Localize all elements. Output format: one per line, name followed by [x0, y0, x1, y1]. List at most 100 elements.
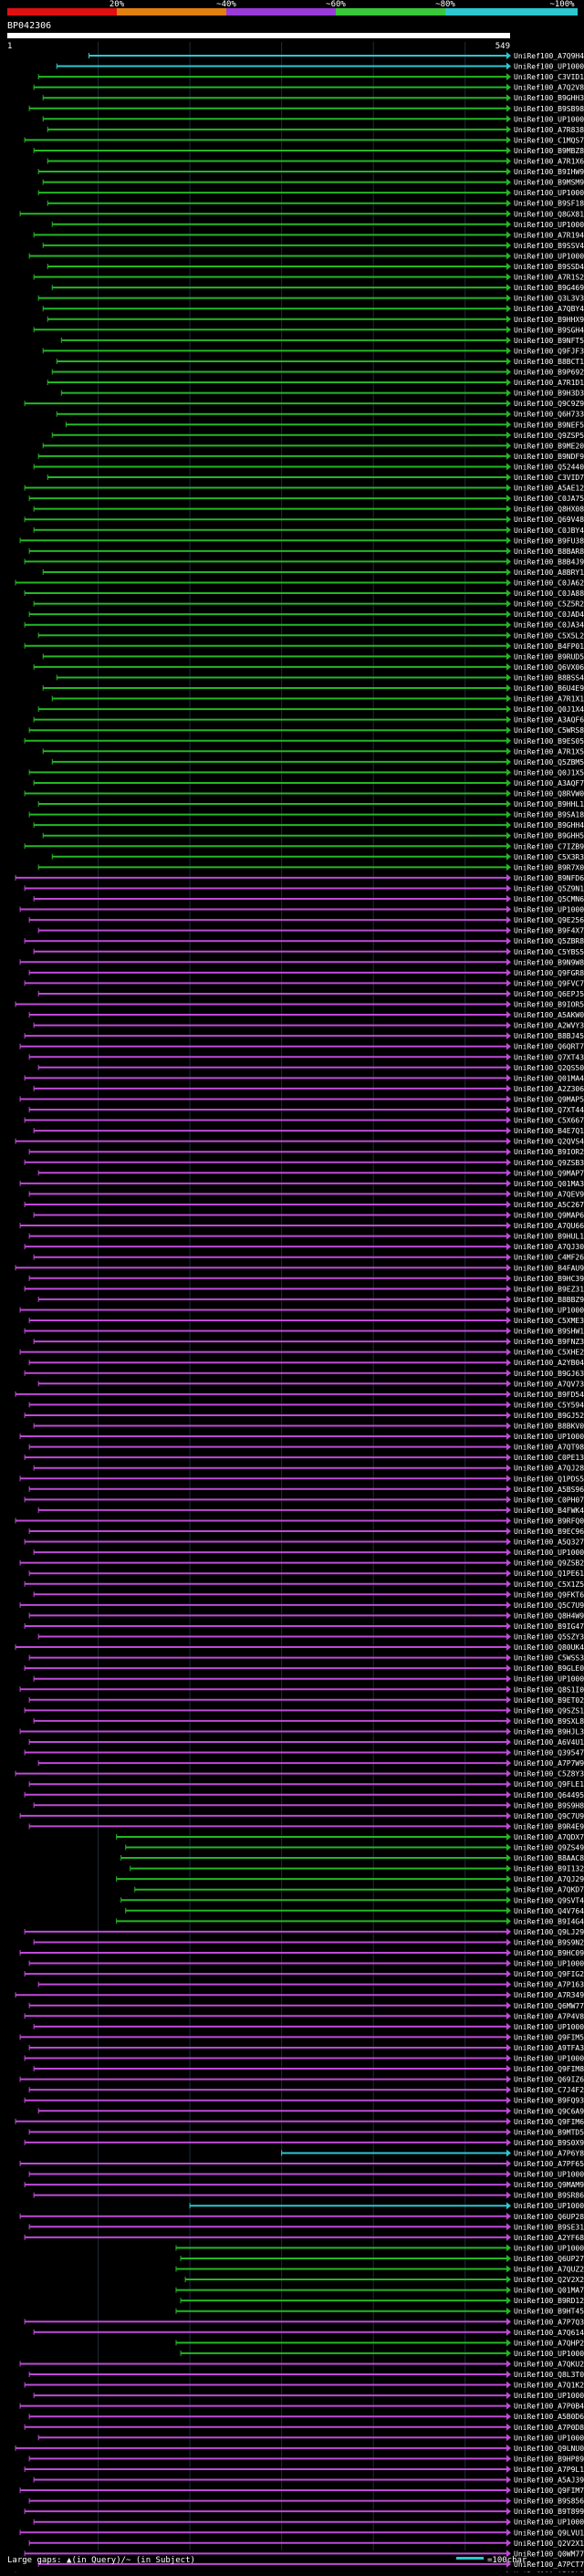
hit-label[interactable]: UniRef100_Q52440: [514, 463, 584, 471]
hit-label[interactable]: UniRef100_A2Z306: [514, 1085, 584, 1093]
hit-label[interactable]: UniRef100_B4FWK4: [514, 1507, 584, 1515]
hit-label[interactable]: UniRef100_Q5C7U9: [514, 1601, 584, 1610]
hit-label[interactable]: UniRef100_Q9FIM6: [514, 2118, 584, 2126]
hit-label[interactable]: UniRef100_A7QJ28: [514, 1465, 584, 1473]
hit-label[interactable]: UniRef100_A3AQF6: [514, 716, 584, 725]
hit-label[interactable]: UniRef100_A7Q1K2: [514, 2382, 584, 2390]
hit-label[interactable]: UniRef100_B9P692: [514, 369, 584, 377]
hit-label[interactable]: UniRef100_B8BCT1: [514, 358, 584, 366]
hit-row[interactable]: UniRef100_A7QUZ2: [175, 2265, 584, 2274]
hit-row[interactable]: UniRef100_UP1000...: [24, 2054, 584, 2063]
hit-row[interactable]: UniRef100_C3VID10: [37, 73, 584, 81]
hit-row[interactable]: UniRef100_Q01MA7: [175, 2286, 584, 2295]
hit-row[interactable]: UniRef100_A5AE12: [24, 484, 584, 493]
hit-label[interactable]: UniRef100_B9GJ63: [514, 1370, 584, 1378]
hit-label[interactable]: UniRef100_B9S0X9: [514, 2139, 584, 2147]
hit-label[interactable]: UniRef100_B8BKV0: [514, 1423, 584, 1431]
hit-row[interactable]: UniRef100_UP1000...: [28, 2170, 584, 2179]
hit-label[interactable]: UniRef100_C5YBS5: [514, 948, 584, 956]
hit-row[interactable]: UniRef100_A7R1X1: [51, 694, 584, 704]
hit-row[interactable]: UniRef100_B9SB98: [28, 104, 584, 113]
hit-row[interactable]: UniRef100_B9GJ52: [24, 1411, 584, 1420]
hit-row[interactable]: UniRef100_A7QT98: [28, 1443, 584, 1452]
hit-label[interactable]: UniRef100_C3VID10: [514, 73, 584, 81]
hit-row[interactable]: UniRef100_C7J4F2: [28, 2086, 584, 2094]
hit-label[interactable]: UniRef100_B9I4G4: [514, 1917, 584, 1925]
hit-row[interactable]: UniRef100_A3AQF6: [33, 715, 584, 725]
hit-label[interactable]: UniRef100_A8BRY1: [514, 568, 584, 577]
hit-label[interactable]: UniRef100_B9HT45: [514, 2308, 584, 2316]
hit-label[interactable]: UniRef100_Q69IZ6: [514, 2076, 584, 2084]
hit-row[interactable]: UniRef100_B6U4E9: [42, 684, 584, 693]
hit-row[interactable]: UniRef100_B9SXL8: [33, 1716, 584, 1726]
hit-row[interactable]: UniRef100_Q9SZS1: [24, 1706, 584, 1715]
hit-row[interactable]: UniRef100_B9P692: [51, 368, 584, 377]
hit-row[interactable]: UniRef100_Q1PDS5: [19, 1475, 584, 1483]
hit-label[interactable]: UniRef100_Q8GX81: [514, 210, 584, 218]
hit-row[interactable]: UniRef100_UP1000...: [42, 115, 584, 123]
hit-label[interactable]: UniRef100_Q9ZS49: [514, 1844, 584, 1852]
hit-label[interactable]: UniRef100_Q9SZS1: [514, 1706, 584, 1715]
hit-label[interactable]: UniRef100_B9SSD4: [514, 263, 584, 271]
hit-row[interactable]: UniRef100_B9NFT5: [60, 336, 584, 345]
hit-label[interactable]: UniRef100_Q64495: [514, 1791, 584, 1799]
hit-row[interactable]: UniRef100_Q2V2X2: [184, 2276, 584, 2284]
hit-label[interactable]: UniRef100_A5C267: [514, 1201, 584, 1209]
hit-label[interactable]: UniRef100_Q8L3T0: [514, 2371, 584, 2379]
hit-row[interactable]: UniRef100_Q9C7U9: [19, 1811, 584, 1820]
hit-row[interactable]: UniRef100_C5X1Z5: [24, 1580, 584, 1589]
hit-row[interactable]: UniRef100_B4FAU9: [15, 1264, 584, 1272]
hit-label[interactable]: UniRef100_B9FU38: [514, 537, 584, 545]
hit-label[interactable]: UniRef100_Q2V2X1: [514, 2539, 584, 2548]
hit-row[interactable]: UniRef100_UP1000...: [189, 2202, 584, 2210]
hit-row[interactable]: UniRef100_B9SF18: [47, 199, 584, 208]
hit-label[interactable]: UniRef100_C5X3R3: [514, 853, 584, 861]
hit-row[interactable]: UniRef100_A7Q1K2: [24, 2381, 584, 2390]
hit-row[interactable]: UniRef100_A7R1X6: [47, 157, 584, 166]
hit-label[interactable]: UniRef100_B9RUD5: [514, 652, 584, 661]
hit-label[interactable]: UniRef100_B9HC09: [514, 1949, 584, 1957]
hit-label[interactable]: UniRef100_A5AKW0: [514, 1011, 584, 1019]
hit-row[interactable]: UniRef100_B9GHH3: [42, 94, 584, 102]
hit-label[interactable]: UniRef100_Q9E256: [514, 916, 584, 924]
hit-label[interactable]: UniRef100_C5Z8Y3: [514, 1770, 584, 1778]
hit-label[interactable]: UniRef100_A7P6Y8: [514, 2149, 584, 2157]
hit-label[interactable]: UniRef100_Q9C9Z9: [514, 400, 584, 408]
hit-label[interactable]: UniRef100_B9GHH3: [514, 94, 584, 102]
hit-row[interactable]: UniRef100_B9IHW9: [37, 168, 584, 176]
hit-label[interactable]: UniRef100_Q7XT43: [514, 1053, 584, 1061]
hit-row[interactable]: UniRef100_A7QV73: [37, 1380, 584, 1388]
hit-row[interactable]: UniRef100_A7QU66: [19, 1222, 584, 1230]
hit-row[interactable]: UniRef100_B9GLE0: [24, 1664, 584, 1673]
hit-row[interactable]: UniRef100_A7R1X5: [42, 747, 584, 756]
hit-row[interactable]: UniRef100_Q8RVW0: [24, 789, 584, 798]
hit-row[interactable]: UniRef100_B9FU38: [19, 537, 584, 545]
hit-label[interactable]: UniRef100_C3VID7: [514, 474, 584, 482]
hit-row[interactable]: UniRef100_C5Z5R2: [33, 600, 584, 609]
hit-row[interactable]: UniRef100_A7Q2V8: [33, 83, 584, 92]
hit-label[interactable]: UniRef100_Q5ZBM5: [514, 758, 584, 767]
hit-row[interactable]: UniRef100_C5Y594: [28, 1401, 584, 1409]
hit-label[interactable]: UniRef100_B9HUL1: [514, 1233, 584, 1241]
hit-label[interactable]: UniRef100_UP1000...: [514, 252, 584, 260]
hit-label[interactable]: UniRef100_Q9LNU0: [514, 2445, 584, 2453]
hit-row[interactable]: UniRef100_Q8HX08: [33, 505, 584, 514]
hit-label[interactable]: UniRef100_UP1000...: [514, 2434, 584, 2442]
hit-row[interactable]: UniRef100_C0JBY4: [33, 526, 584, 535]
hit-label[interactable]: UniRef100_UP1000...: [514, 1433, 584, 1441]
hit-label[interactable]: UniRef100_A7R1X1: [514, 695, 584, 704]
hit-row[interactable]: UniRef100_B9GHH4: [33, 821, 584, 829]
hit-row[interactable]: UniRef100_Q9ZSP5: [51, 431, 584, 440]
hit-label[interactable]: UniRef100_Q8HX08: [514, 506, 584, 514]
hit-label[interactable]: UniRef100_A7P0D8: [514, 2424, 584, 2432]
hit-label[interactable]: UniRef100_B9HHX9: [514, 316, 584, 324]
hit-label[interactable]: UniRef100_UP1000...: [514, 1549, 584, 1557]
hit-row[interactable]: UniRef100_B9GJ63: [24, 1369, 584, 1378]
hit-row[interactable]: UniRef100_B9N9W8: [19, 958, 584, 966]
hit-label[interactable]: UniRef100_Q8S1I0: [514, 1685, 584, 1694]
hit-row[interactable]: UniRef100_A7PF65: [19, 2160, 584, 2168]
hit-row[interactable]: UniRef100_C0JAD4: [28, 610, 584, 619]
hit-row[interactable]: UniRef100_Q9MAP7: [37, 1169, 584, 1177]
hit-row[interactable]: UniRef100_A7QDX7: [116, 1832, 584, 1841]
hit-row[interactable]: UniRef100_UP1000...: [51, 220, 584, 229]
